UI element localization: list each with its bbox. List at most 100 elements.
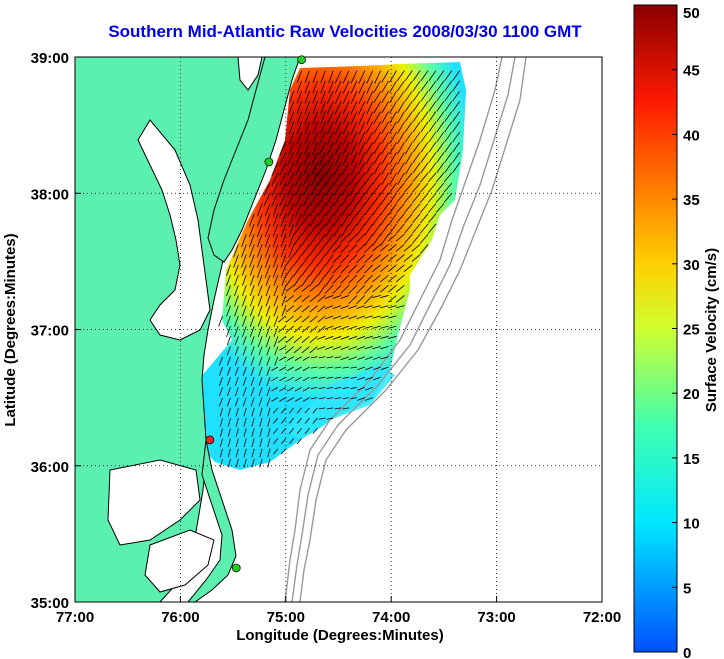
velocity-arrow: [334, 90, 342, 105]
velocity-arrow: [334, 111, 342, 125]
velocity-arrow: [219, 407, 223, 417]
velocity-arrow: [241, 233, 247, 248]
velocity-arrow: [356, 274, 366, 284]
velocity-arrow: [366, 111, 374, 125]
albemarle-sound: [107, 459, 201, 546]
velocity-arrow: [356, 223, 366, 236]
velocity-arrow: [381, 111, 389, 124]
velocity-arrow: [334, 70, 342, 84]
velocity-arrow: [227, 428, 231, 437]
velocity-arrow: [309, 193, 318, 207]
velocity-arrow: [350, 121, 358, 135]
velocity-arrow: [428, 111, 437, 122]
velocity-arrow: [317, 193, 326, 207]
velocity-arrow: [296, 70, 302, 84]
velocity-arrow: [334, 121, 342, 135]
velocity-arrow: [317, 284, 326, 297]
velocity-arrow: [273, 315, 279, 327]
velocity-arrow: [373, 111, 382, 124]
velocity-arrow: [381, 70, 389, 83]
velocity-arrow: [309, 295, 318, 303]
velocity-arrow: [356, 203, 366, 216]
velocity-arrow: [444, 111, 453, 122]
velocity-arrow: [250, 377, 255, 387]
velocity-arrow: [342, 141, 350, 156]
velocity-arrow: [226, 274, 231, 286]
radar-station-marker: [297, 55, 306, 65]
velocity-arrow: [381, 172, 389, 185]
velocity-arrow: [251, 448, 255, 458]
velocity-arrow: [372, 295, 381, 299]
velocity-arrow: [325, 182, 334, 197]
velocity-arrow: [436, 101, 445, 112]
velocity-arrow: [304, 70, 310, 84]
velocity-arrow: [309, 284, 318, 292]
velocity-arrow: [293, 346, 302, 354]
velocity-arrow: [332, 274, 342, 284]
velocity-arrow: [218, 315, 223, 327]
velocity-arrow: [265, 315, 271, 327]
velocity-arrow: [273, 438, 279, 445]
velocity-arrow: [267, 407, 271, 417]
velocity-arrow: [264, 203, 271, 217]
velocity-arrow: [294, 376, 302, 382]
velocity-arrow: [249, 223, 255, 238]
velocity-arrow: [428, 70, 437, 81]
velocity-arrow: [356, 315, 365, 320]
velocity-arrow: [287, 162, 295, 176]
velocity-arrow: [395, 305, 405, 309]
velocity-arrow: [342, 121, 350, 135]
velocity-arrow: [304, 407, 310, 414]
velocity-arrow: [372, 346, 381, 350]
velocity-arrow: [395, 254, 405, 262]
velocity-arrow: [286, 366, 294, 372]
velocity-arrow: [288, 90, 295, 104]
velocity-arrow: [273, 407, 279, 414]
velocity-arrow: [350, 397, 358, 400]
velocity-arrow: [312, 142, 318, 155]
velocity-arrow: [348, 315, 358, 320]
velocity-arrow: [249, 274, 255, 286]
velocity-arrow: [288, 111, 295, 125]
velocity-arrow: [389, 90, 397, 104]
velocity-arrow: [295, 203, 302, 217]
velocity-arrow: [419, 192, 429, 203]
velocity-arrow: [235, 448, 239, 458]
velocity-arrow: [257, 336, 263, 348]
velocity-arrow: [309, 213, 318, 227]
velocity-arrow: [350, 101, 358, 115]
velocity-arrow: [373, 121, 382, 134]
velocity-arrow: [259, 438, 263, 448]
colorbar-tick-label: 5: [683, 580, 691, 597]
velocity-arrow: [380, 233, 389, 246]
velocity-arrow: [234, 346, 239, 356]
velocity-arrow: [318, 376, 326, 379]
velocity-arrow: [333, 233, 342, 246]
velocity-arrow: [288, 244, 295, 258]
velocity-arrow: [286, 397, 294, 402]
velocity-arrow: [309, 325, 318, 333]
velocity-arrow: [436, 162, 445, 173]
velocity-arrow: [318, 141, 326, 156]
velocity-arrow: [356, 335, 365, 340]
velocity-arrow: [304, 80, 310, 94]
velocity-arrow: [427, 172, 437, 183]
velocity-arrow: [309, 315, 318, 323]
velocity-arrow: [341, 162, 350, 176]
velocity-arrow: [257, 305, 263, 317]
velocity-arrow: [325, 162, 334, 176]
velocity-arrow: [302, 376, 310, 382]
velocity-arrow: [381, 80, 389, 93]
velocity-arrow: [301, 223, 310, 235]
velocity-arrow: [301, 336, 310, 344]
velocity-arrow: [312, 90, 318, 104]
velocity-arrow: [364, 213, 374, 226]
velocity-arrow: [420, 70, 429, 81]
velocity-arrow: [234, 305, 239, 317]
velocity-arrow: [380, 264, 389, 273]
colorbar-tick-label: 30: [683, 257, 700, 274]
velocity-arrow: [334, 407, 342, 410]
velocity-arrow: [250, 397, 255, 407]
velocity-arrow: [301, 274, 310, 287]
velocity-arrow: [312, 80, 318, 94]
